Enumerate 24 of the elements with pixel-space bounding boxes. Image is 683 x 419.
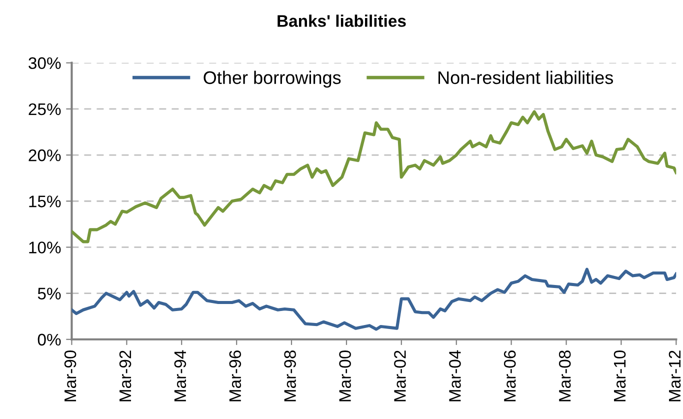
x-tick-label: Mar-04 — [449, 350, 461, 402]
x-tick-label: Mar-12 — [668, 350, 681, 402]
x-tick-label: Mar-10 — [614, 350, 626, 402]
y-tick-label: 15% — [29, 196, 61, 208]
x-tick-label: Mar-98 — [284, 350, 296, 402]
x-tick-label: Mar-06 — [504, 350, 516, 402]
x-tick-label: Mar-90 — [64, 350, 76, 402]
y-tick-label: 25% — [28, 103, 61, 116]
x-tick-label: Mar-08 — [558, 350, 571, 402]
y-tick-label: 0% — [38, 334, 61, 346]
legend-label: Non-resident liabilities — [438, 70, 613, 84]
line-series — [72, 268, 676, 331]
x-tick-label: Mar-92 — [119, 350, 132, 402]
y-tick-label: 30% — [28, 57, 61, 70]
x-tick-label: Mar-02 — [394, 350, 406, 402]
y-tick-label: 20% — [28, 149, 61, 162]
y-tick-label: 10% — [29, 242, 61, 254]
x-tick-label: Mar-00 — [339, 350, 351, 402]
x-tick-label: Mar-94 — [174, 350, 186, 402]
y-tick-label: 5% — [38, 288, 61, 300]
x-tick-label: Mar-96 — [229, 350, 242, 402]
line-series — [72, 110, 676, 244]
legend-label: Other borrowings — [204, 70, 341, 88]
chart-title: Banks' liabilities — [278, 14, 406, 27]
